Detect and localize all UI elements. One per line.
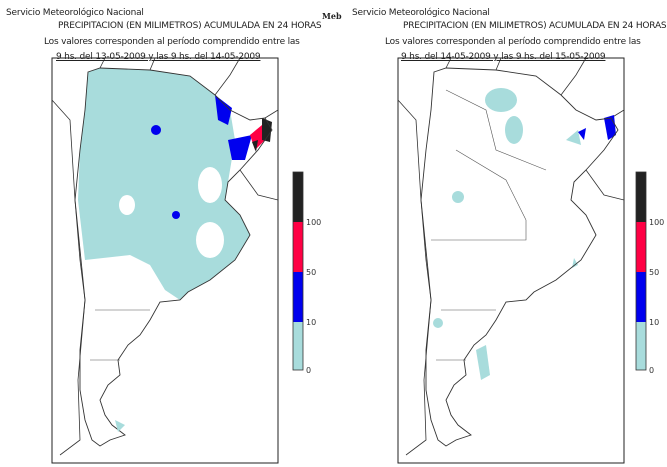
legend-tick: 0: [649, 366, 654, 375]
map-right: [397, 57, 625, 464]
map-left: [51, 57, 279, 464]
map-title: PRECIPITACION (EN MILIMETROS) ACUMULADA …: [403, 21, 667, 31]
map-panel-left: Servicio Meteorológico Nacional PRECIPIT…: [6, 8, 322, 62]
brand-label: Meb: [322, 11, 342, 21]
legend-tick: 100: [306, 218, 321, 227]
map-title: PRECIPITACION (EN MILIMETROS) ACUMULADA …: [58, 21, 322, 31]
org-name: Servicio Meteorológico Nacional: [6, 8, 144, 18]
color-legend-left: 0 10 50 100: [292, 171, 321, 375]
map-subtitle: Los valores corresponden al período comp…: [385, 37, 641, 47]
org-name: Servicio Meteorológico Nacional: [352, 8, 490, 18]
legend-tick: 10: [649, 318, 659, 327]
legend-tick: 100: [649, 218, 664, 227]
color-legend-right: 0 10 50 100: [635, 171, 664, 375]
legend-tick: 0: [306, 366, 311, 375]
legend-tick: 50: [649, 268, 659, 277]
rain-100-area: [252, 118, 272, 152]
legend-tick: 10: [306, 318, 316, 327]
map-period: 9 hs. del 14-05-2009 y las 9 hs. del 15-…: [401, 52, 606, 62]
legend-tick: 50: [306, 268, 316, 277]
map-panel-right: Servicio Meteorológico Nacional PRECIPIT…: [333, 0, 667, 467]
rain-10-50-area: [215, 95, 252, 160]
map-period: 9 hs. del 13-05-2009 y las 9 hs. del 14-…: [56, 52, 261, 62]
map-subtitle: Los valores corresponden al período comp…: [44, 37, 300, 47]
